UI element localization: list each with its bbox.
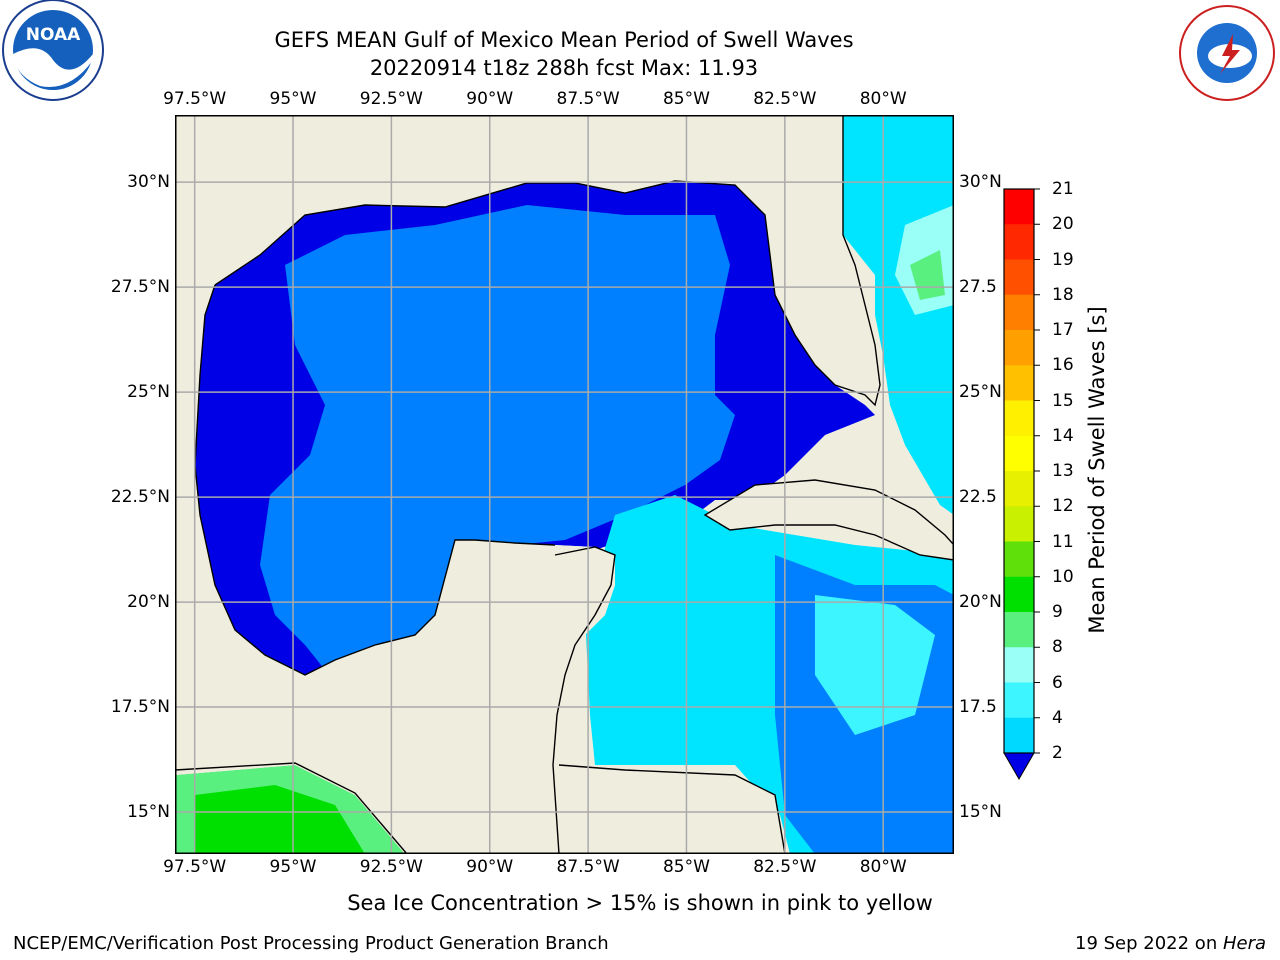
colorbar-bin: [1004, 435, 1034, 472]
lon-tick-label: 90°W: [466, 857, 514, 877]
pacific-coastline: [175, 762, 408, 854]
yucatan-coastline: [552, 546, 616, 854]
colorbar-bin: [1004, 576, 1034, 613]
colorbar-bin: [1004, 471, 1034, 507]
footer-left: NCEP/EMC/Verification Post Processing Pr…: [13, 933, 609, 954]
colorbar-tick-label: 12: [1052, 496, 1074, 517]
lon-tick-label: 95°W: [269, 857, 317, 877]
lon-tick-label: 95°W: [269, 89, 317, 109]
lon-tick-label: 82.5°W: [753, 857, 817, 877]
svg-text:NOAA: NOAA: [26, 25, 81, 45]
footer-machine: Hera: [1222, 933, 1266, 954]
colorbar-bin: [1004, 294, 1034, 331]
lat-tick-label: 27.5°N: [110, 277, 170, 298]
lon-tick-label: 97.5°W: [163, 89, 227, 109]
colorbar-tick-label: 20: [1052, 214, 1074, 235]
map-area: [175, 115, 954, 854]
colorbar-tick-label: 8: [1052, 637, 1063, 658]
lon-tick-label: 92.5°W: [359, 89, 423, 109]
lon-tick-label: 80°W: [859, 857, 907, 877]
florida-coastline: [774, 115, 881, 407]
colorbar: [1003, 188, 1040, 781]
colorbar-tick-label: 4: [1052, 707, 1063, 728]
colorbar-tick-label: 17: [1052, 320, 1074, 340]
colorbar-tick-label: 19: [1052, 249, 1074, 270]
lon-tick-label: 87.5°W: [556, 89, 620, 109]
lat-tick-label: 20°N: [959, 592, 1002, 613]
mainland-fill: [175, 115, 875, 854]
colorbar-label: Mean Period of Swell Waves [s]: [1085, 306, 1109, 634]
colorbar-tick-label: 2: [1052, 743, 1063, 763]
lon-tick-label: 82.5°W: [753, 89, 817, 109]
lat-tick-label: 22.5: [959, 487, 997, 508]
lat-tick-label: 20°N: [127, 592, 170, 613]
colorbar-tick-label: 15: [1052, 390, 1074, 411]
lat-tick-label: 25°N: [127, 382, 170, 403]
colorbar-tick-label: 10: [1052, 566, 1074, 587]
colorbar-tick-label: 6: [1052, 672, 1063, 693]
lon-tick-label: 92.5°W: [359, 857, 423, 877]
sea-ice-note: Sea Ice Concentration > 15% is shown in …: [347, 891, 933, 915]
nws-logo: [1178, 4, 1276, 102]
colorbar-bin: [1004, 682, 1034, 719]
gulf-mid-blue-region: [260, 205, 735, 670]
gridlines: [175, 115, 954, 854]
colorbar-bin: [1004, 330, 1034, 366]
lat-tick-label: 27.5: [959, 277, 997, 298]
colorbar-bin: [1004, 224, 1034, 260]
map-frame: [175, 115, 954, 854]
colorbar-tick-label: 13: [1052, 461, 1074, 481]
pacific-swell-core: [195, 785, 365, 854]
colorbar-tick-label: 9: [1052, 602, 1063, 622]
colorbar-segments: [1003, 188, 1040, 781]
colorbar-bin: [1004, 365, 1034, 401]
colorbar-tick-label: 18: [1052, 284, 1074, 305]
western-gulf-coastline: [194, 284, 556, 676]
colorbar-bin: [1004, 541, 1034, 578]
lat-tick-label: 25°N: [959, 382, 1002, 403]
colorbar-tick-label: 14: [1052, 425, 1074, 446]
colorbar-tick-label: 11: [1052, 531, 1074, 552]
colorbar-bin: [1004, 400, 1034, 437]
lat-tick-label: 17.5°N: [110, 697, 170, 718]
chart-subtitle: 20220914 t18z 288h fcst Max: 11.93: [369, 56, 759, 80]
lat-tick-label: 22.5°N: [110, 487, 170, 508]
lat-tick-label: 15°N: [959, 802, 1002, 822]
lat-tick-label: 30°N: [959, 172, 1002, 193]
lon-tick-label: 90°W: [466, 89, 514, 109]
caribbean-light-cyan-region: [815, 595, 935, 735]
lon-tick-label: 85°W: [662, 857, 710, 877]
lat-tick-label: 30°N: [127, 172, 170, 193]
footer-date: 19 Sep 2022 on: [1075, 933, 1223, 954]
honduras-coastline: [558, 764, 786, 854]
colorbar-bin: [1004, 259, 1034, 296]
colorbar-tick-label: 16: [1052, 355, 1074, 376]
lat-tick-label: 17.5: [959, 697, 997, 718]
colorbar-bin: [1004, 647, 1034, 683]
colorbar-bin: [1004, 612, 1034, 648]
colorbar-bin: [1004, 717, 1034, 754]
chart-title: GEFS MEAN Gulf of Mexico Mean Period of …: [274, 28, 854, 52]
lon-tick-label: 97.5°W: [163, 857, 227, 877]
colorbar-tick-label: 21: [1052, 179, 1074, 199]
colorbar-bin: [1004, 506, 1034, 542]
lon-tick-label: 85°W: [662, 89, 710, 109]
lon-tick-label: 87.5°W: [556, 857, 620, 877]
northern-gulf-coastline: [214, 180, 776, 296]
lat-tick-label: 15°N: [127, 802, 170, 822]
colorbar-bin: [1004, 189, 1034, 225]
colorbar-extend-triangle: [1003, 752, 1035, 781]
footer-right: 19 Sep 2022 on Hera: [1075, 933, 1266, 954]
lon-tick-label: 80°W: [859, 89, 907, 109]
noaa-logo: NOAA: [0, 0, 106, 106]
